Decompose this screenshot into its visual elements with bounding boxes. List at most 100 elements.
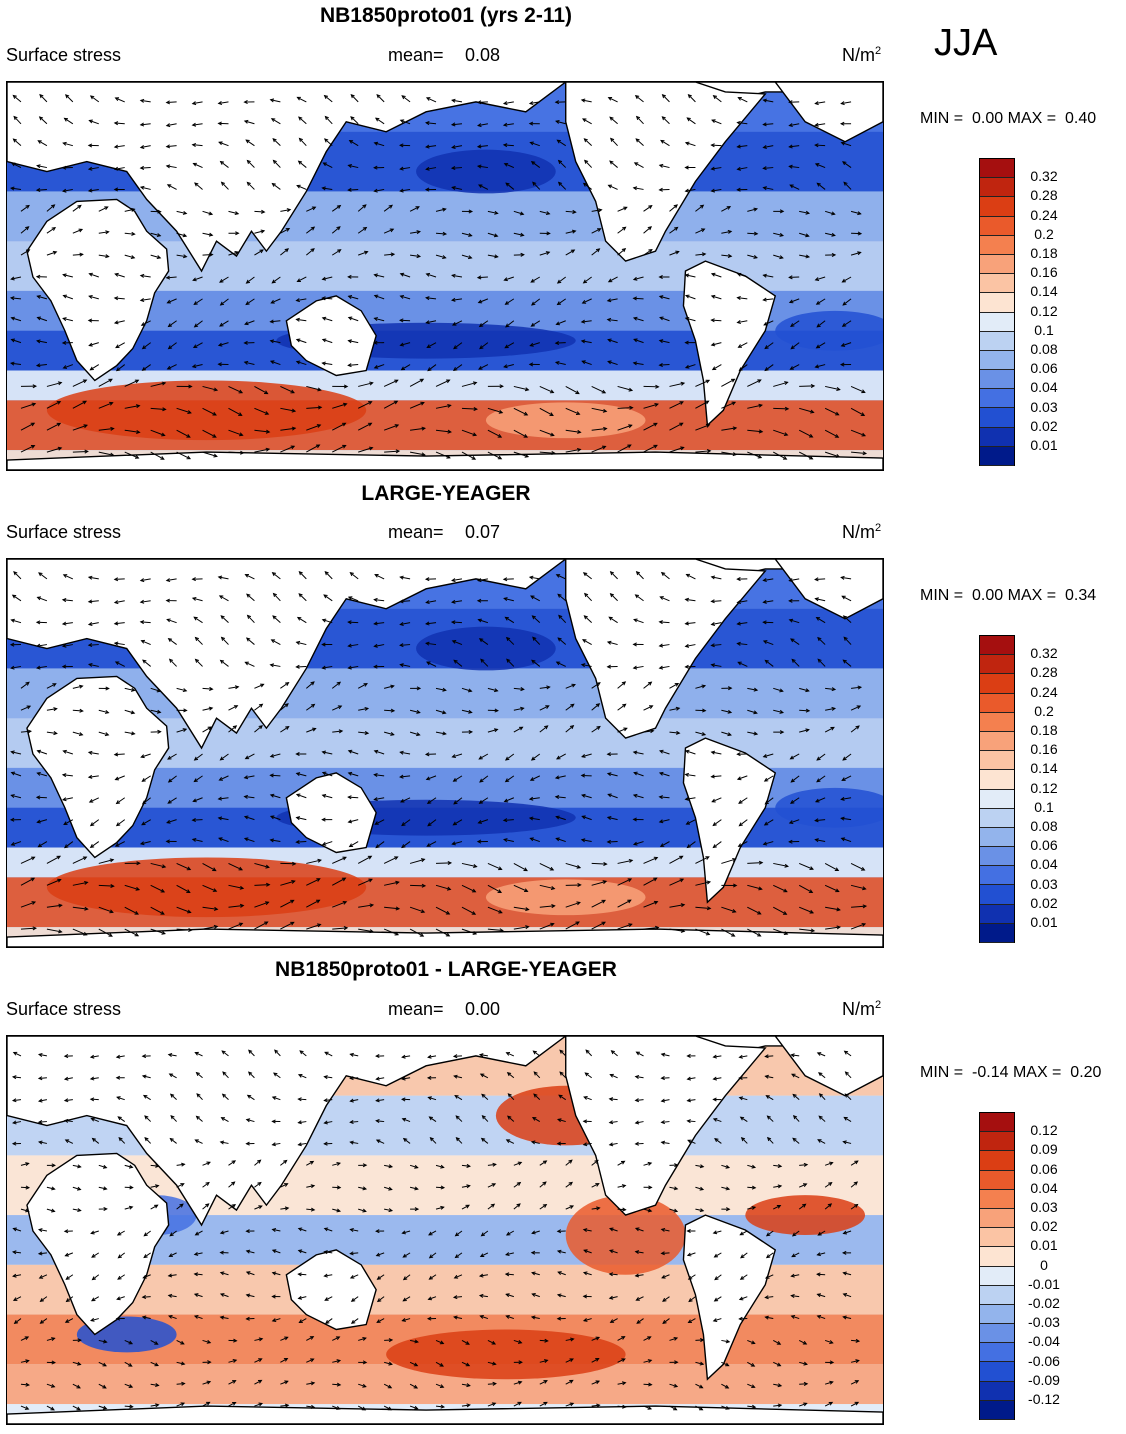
wind-vector [737,643,748,646]
wind-vector-head [519,211,525,216]
wind-vector-head [168,1253,173,1257]
wind-vector [815,364,826,368]
wind-vector-head [493,728,499,733]
wind-vector-head [727,732,732,737]
wind-vector [402,1230,411,1234]
wind-vector [116,819,126,827]
wind-vector [635,95,644,103]
wind-vector [747,232,758,235]
wind-vector-head [701,252,707,257]
wind-vector-head [161,432,166,437]
wind-vector [687,1139,696,1144]
wind-vector [150,1164,159,1167]
wind-vector-head [139,165,145,170]
wind-vector-head [810,383,816,389]
wind-vector-head [63,117,69,122]
wind-vector-head [295,298,300,303]
wind-vector-head [394,856,399,861]
wind-vector [452,841,463,845]
wind-vector-head [290,921,295,926]
wind-vector-head [265,901,270,906]
wind-vector [192,101,203,105]
wind-vector-head [493,233,499,238]
colorbar-box [980,389,1014,409]
wind-vector [38,1077,47,1079]
wind-vector [375,819,385,825]
wind-vector-head [244,573,249,578]
wind-vector-head [627,899,632,904]
wind-vector [350,572,359,580]
wind-vector-head [390,732,395,736]
wind-vector-head [766,1136,772,1142]
wind-vector [824,726,835,733]
wind-vector-head [465,1341,470,1345]
wind-vector-head [91,1276,96,1281]
wind-vector [669,707,680,711]
colorbar-box [980,446,1014,466]
wind-vector-head [658,339,664,344]
wind-vector [669,904,685,908]
wind-vector [12,1099,22,1102]
wind-vector [721,401,736,409]
wind-vector [532,1293,540,1298]
continent-outline [285,772,377,854]
wind-vector-head [649,729,655,734]
wind-vector-head [477,299,483,304]
wind-vector-head [336,1382,342,1387]
wind-vector [607,641,618,646]
wind-vector [451,167,462,169]
wind-vector [435,429,451,433]
wind-vector [773,1361,781,1367]
wind-vector-head [187,410,192,414]
wind-vector-head [523,434,529,438]
wind-vector-head [165,578,171,583]
wind-vector-head [606,772,612,777]
wind-vector [350,1121,359,1123]
wind-vector-head [167,1053,173,1058]
wind-vector [435,379,450,387]
wind-vector [193,797,203,802]
wind-vector [565,725,574,733]
wind-vector [168,1274,177,1277]
wind-vector [272,1272,281,1276]
wind-vector [244,775,255,779]
wind-vector [633,665,644,669]
wind-vector [643,1405,652,1410]
wind-vector [662,1296,670,1302]
wind-vector [607,298,618,302]
wind-vector-head [842,756,847,761]
wind-vector [39,1274,48,1279]
wind-vector [374,317,385,322]
wind-vector [505,753,515,761]
wind-vector-head [219,659,225,664]
wind-vector [556,320,566,325]
wind-vector [98,731,109,736]
wind-vector-head [347,665,352,670]
wind-vector-head [841,1250,847,1255]
wind-vector [280,445,295,453]
wind-vector [322,317,333,322]
wind-vector [533,1050,541,1057]
wind-vector [11,187,22,190]
wind-vector [565,1182,573,1188]
wind-vector-head [453,1274,459,1279]
wind-vector-head [169,1232,174,1237]
wind-vector [244,120,255,125]
wind-vector [358,1186,367,1190]
wind-vector-head [779,709,785,714]
wind-vector-head [323,1098,328,1103]
wind-vector [565,448,581,453]
wind-vector-head [582,279,588,284]
wind-vector-head [816,1052,822,1056]
wind-vector [555,361,566,366]
wind-vector-head [516,1203,521,1208]
wind-vector [636,1318,644,1324]
wind-vector [20,1336,29,1341]
wind-vector [219,775,229,781]
wind-vector [218,817,229,821]
wind-vector-head [504,616,509,621]
wind-vector [685,364,696,369]
wind-vector-head [751,1384,756,1389]
wind-vector [403,1252,411,1258]
wind-vector [529,817,540,821]
